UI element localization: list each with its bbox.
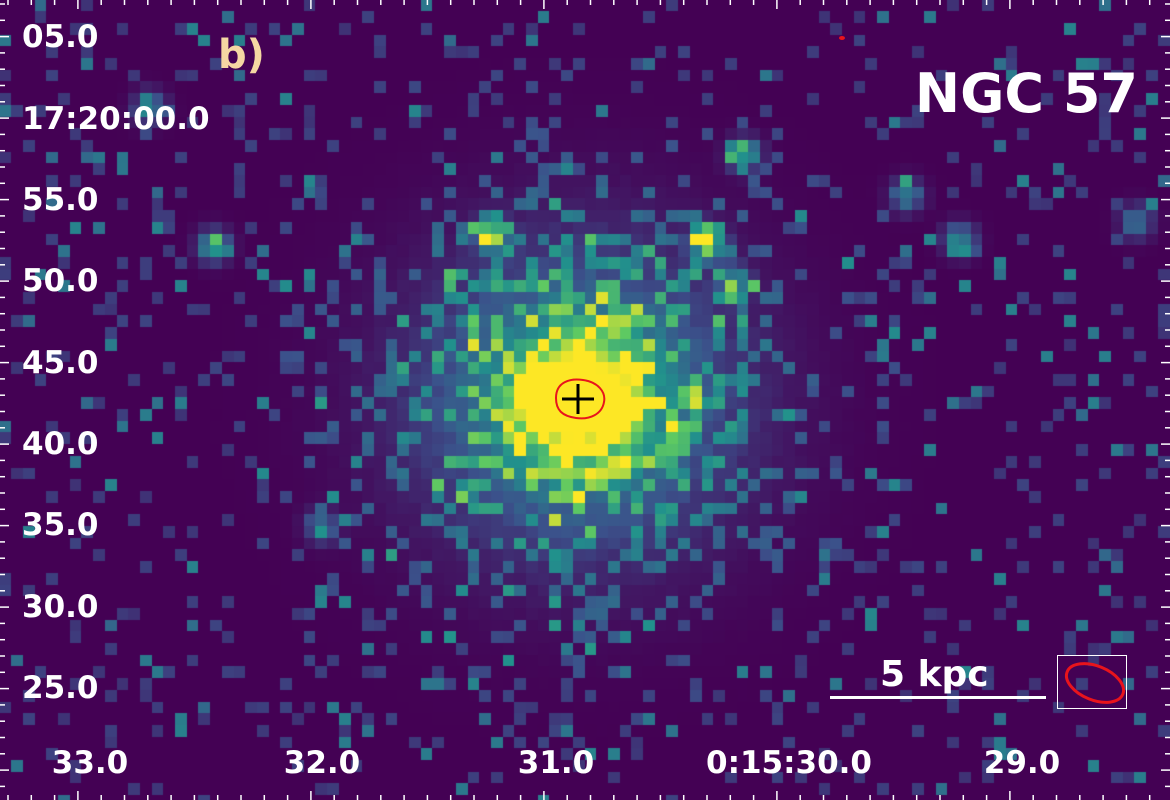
panel-label: b) (218, 32, 265, 78)
dec-label-7: 35.0 (22, 507, 99, 543)
dec-label-8: 30.0 (22, 589, 99, 625)
dec-label-6: 40.0 (22, 426, 99, 462)
scale-bar-label: 5 kpc (880, 654, 989, 695)
dec-label-9: 25.0 (22, 670, 99, 706)
dec-label-1: 05.0 (22, 19, 99, 55)
ra-label-4: 0:15:30.0 (706, 745, 872, 781)
dec-label-2: 17:20:00.0 (22, 101, 210, 137)
dec-label-3: 55.0 (22, 182, 99, 218)
ra-label-2: 32.0 (283, 745, 361, 781)
ra-label-1: 33.0 (51, 745, 129, 781)
ra-label-5: 29.0 (983, 745, 1061, 781)
object-name: NGC 57 (914, 62, 1138, 125)
ra-label-3: 31.0 (517, 745, 595, 781)
scale-bar (830, 696, 1046, 699)
dec-label-5: 45.0 (22, 345, 99, 381)
beam-box (1057, 655, 1127, 709)
dec-label-4: 50.0 (22, 263, 99, 299)
